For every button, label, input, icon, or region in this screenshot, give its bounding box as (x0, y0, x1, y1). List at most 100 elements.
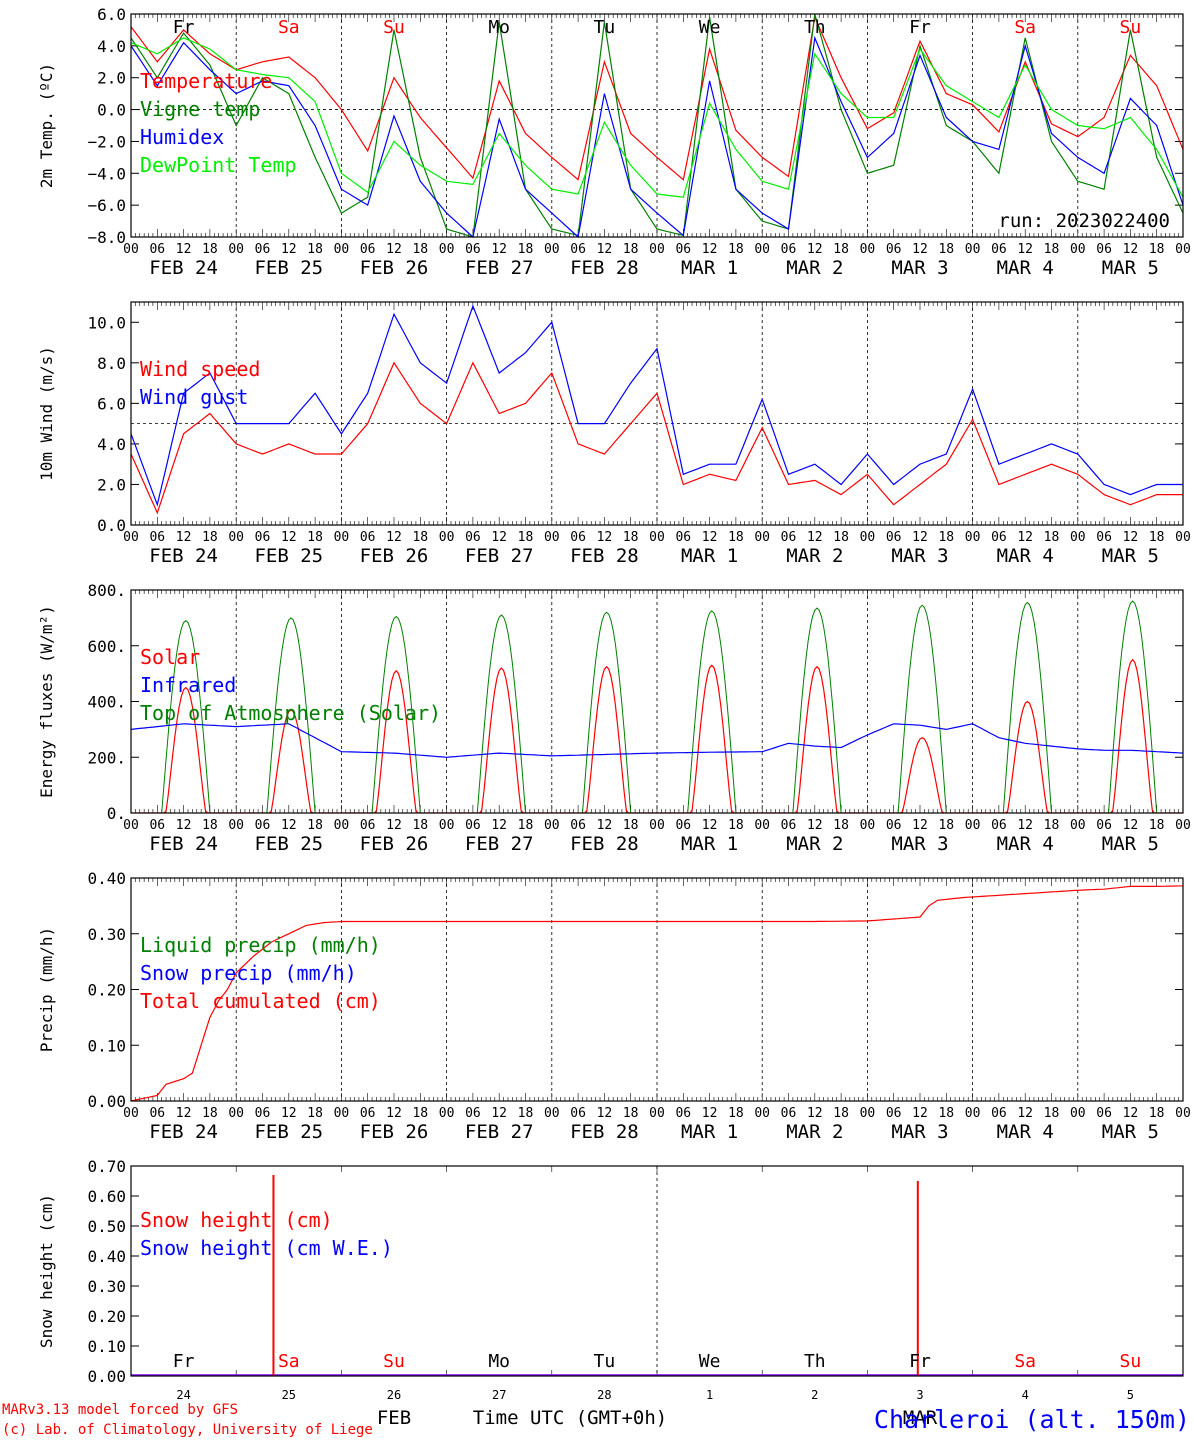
solar-arch (762, 667, 867, 813)
solar-arch (657, 665, 762, 813)
panel-1: −8.0 −6.0 −4.0 −2.0 0.0 2.0 4.0 6.0 2m Temp. (ºC… (37, 5, 1191, 279)
x-hour-label: 18 (1044, 818, 1060, 833)
x-hour-label: 18 (623, 242, 639, 257)
x-hour-label: 00 (860, 1106, 876, 1121)
x-hour-label: 12 (702, 242, 718, 257)
x-hour-label: 18 (412, 818, 428, 833)
x-hour-label: 18 (202, 818, 218, 833)
x-hour-label: 00 (754, 242, 770, 257)
panel-frame (130, 13, 1184, 238)
series-line (131, 17, 1183, 180)
x-hour-label: 12 (491, 242, 507, 257)
x-hour-label: 12 (491, 1106, 507, 1121)
x-hour-label: 18 (938, 818, 954, 833)
x-hour-label: 18 (728, 1106, 744, 1121)
x-hour-label: 18 (412, 530, 428, 545)
x-hour-label: 12 (386, 242, 402, 257)
x-hour-label: 00 (1070, 242, 1086, 257)
x-hour-label: 18 (833, 1106, 849, 1121)
legend-entry: Liquid precip (mm/h) (140, 933, 381, 957)
x-hour-label: 00 (649, 530, 665, 545)
x-day-number: 24 (176, 1388, 190, 1402)
x-hour-label: 12 (1017, 1106, 1033, 1121)
x-hour-label: 12 (1017, 242, 1033, 257)
solar-arch (552, 667, 657, 813)
x-hour-label: 06 (149, 530, 165, 545)
y-tick-label: 2.0 (97, 69, 126, 88)
weekday-label: Fr (909, 17, 931, 38)
x-hour-label: 18 (938, 1106, 954, 1121)
x-hour-label: 18 (518, 818, 534, 833)
x-hour-label: 06 (1096, 242, 1112, 257)
x-date-label: MAR 1 (681, 833, 738, 855)
x-hour-label: 12 (912, 1106, 928, 1121)
x-hour-label: 06 (149, 818, 165, 833)
x-hour-label: 12 (176, 242, 192, 257)
x-hour-label: 12 (1123, 1106, 1139, 1121)
x-hour-label: 12 (281, 1106, 297, 1121)
weekday-label: Fr (173, 17, 195, 38)
x-hour-label: 00 (123, 818, 139, 833)
weekday-label: Th (804, 17, 826, 38)
x-hour-label: 06 (675, 818, 691, 833)
x-hour-label: 00 (334, 242, 350, 257)
y-tick-label: 6.0 (97, 5, 126, 24)
x-hour-label: 06 (781, 818, 797, 833)
x-hour-label: 12 (912, 530, 928, 545)
panel-2: 0.0 2.0 4.0 6.0 8.0 10.0 10m Wind (m/s) Wind sp… (37, 301, 1191, 567)
x-date-label: FEB 24 (149, 1121, 218, 1143)
x-day-number: 1 (706, 1388, 713, 1402)
x-date-label: MAR 4 (997, 833, 1054, 855)
x-hour-label: 06 (570, 1106, 586, 1121)
x-hour-label: 00 (123, 1106, 139, 1121)
x-hour-label: 00 (544, 530, 560, 545)
x-date-label: MAR 2 (786, 545, 843, 567)
series-line (131, 363, 1183, 513)
series-line (131, 38, 1183, 197)
x-hour-label: 12 (807, 1106, 823, 1121)
x-date-label: FEB 24 (149, 833, 218, 855)
y-tick-label: 6.0 (97, 394, 126, 413)
x-date-label: MAR 3 (891, 257, 948, 279)
solar-arch (973, 702, 1078, 814)
legend-entry: Solar (140, 645, 200, 669)
x-date-label: FEB 28 (570, 257, 639, 279)
weekday-label: Mo (488, 17, 510, 38)
x-hour-label: 18 (202, 1106, 218, 1121)
x-hour-label: 18 (1149, 242, 1165, 257)
x-date-label: FEB 28 (570, 1121, 639, 1143)
x-hour-label: 18 (938, 242, 954, 257)
solar-arch (867, 738, 972, 813)
y-tick-label: 0.20 (87, 1307, 126, 1326)
x-hour-label: 12 (281, 242, 297, 257)
x-hour-label: 00 (860, 818, 876, 833)
y-tick-label: 200. (87, 748, 126, 767)
series-line (131, 38, 1183, 237)
weekday-label: Sa (1014, 1351, 1036, 1372)
y-tick-label: −4.0 (87, 164, 126, 183)
x-hour-label: 06 (255, 242, 271, 257)
series-line (131, 306, 1183, 505)
weekday-label: Su (383, 17, 405, 38)
x-date-label: MAR 2 (786, 833, 843, 855)
toa-solar-arch (867, 605, 972, 813)
x-hour-label: 06 (991, 530, 1007, 545)
weekday-label: We (699, 1351, 721, 1372)
x-hour-label: 00 (334, 818, 350, 833)
x-date-label: FEB 25 (254, 257, 323, 279)
x-hour-label: 18 (728, 242, 744, 257)
y-tick-label: 0.10 (87, 1036, 126, 1055)
x-hour-label: 00 (1070, 530, 1086, 545)
x-hour-label: 18 (518, 242, 534, 257)
y-tick-label: 0.70 (87, 1157, 126, 1176)
x-hour-label: 18 (623, 530, 639, 545)
series-line (131, 724, 1183, 758)
x-hour-label: 12 (386, 818, 402, 833)
x-date-label: MAR 3 (891, 833, 948, 855)
x-hour-label: 00 (1070, 1106, 1086, 1121)
x-hour-label: 12 (702, 530, 718, 545)
weekday-label: Sa (278, 1351, 300, 1372)
x-hour-label: 12 (702, 1106, 718, 1121)
x-hour-label: 12 (491, 530, 507, 545)
panel-5: 0.00 0.10 0.20 0.30 0.40 0.50 0.60 0.70 Snow hei… (37, 1157, 1184, 1429)
